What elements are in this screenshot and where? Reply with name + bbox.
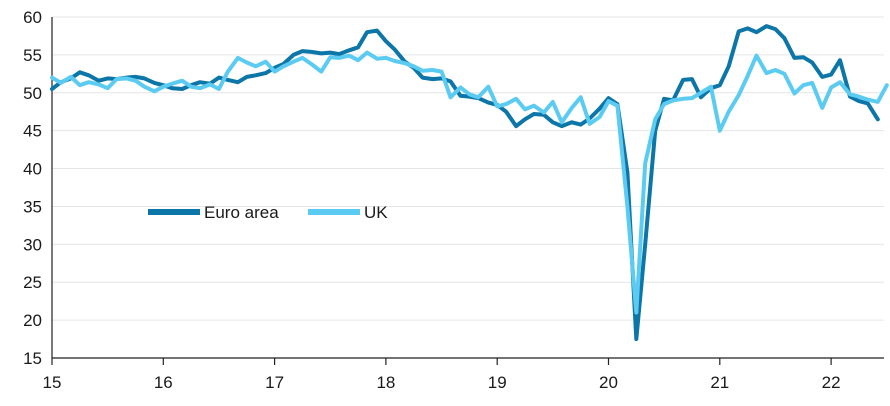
legend-label: Euro area bbox=[204, 203, 279, 222]
series-line-uk bbox=[50, 50, 889, 315]
y-tick-label: 50 bbox=[23, 84, 42, 103]
y-tick-label: 60 bbox=[23, 8, 42, 27]
x-tick-label: 21 bbox=[710, 373, 729, 392]
y-tick-label: 15 bbox=[23, 349, 42, 368]
y-tick-label: 45 bbox=[23, 122, 42, 141]
x-tick-label: 22 bbox=[822, 373, 841, 392]
x-tick-label: 15 bbox=[43, 373, 62, 392]
axes: 15 20 25 30 35 40 45 50 55 60 15 16 17 18 19 20 21 22 bbox=[23, 8, 884, 392]
x-tick-label: 16 bbox=[154, 373, 173, 392]
y-tick-label: 25 bbox=[23, 273, 42, 292]
legend-item-euro-area: Euro area bbox=[148, 203, 279, 222]
x-tick-label: 20 bbox=[599, 373, 618, 392]
x-tick-label: 18 bbox=[376, 373, 395, 392]
legend-item-uk: UK bbox=[308, 203, 388, 222]
series-line-euro-area bbox=[50, 24, 880, 342]
gridlines bbox=[52, 16, 884, 321]
y-tick-label: 35 bbox=[23, 197, 42, 216]
legend-label: UK bbox=[364, 203, 388, 222]
y-tick-label: 30 bbox=[23, 235, 42, 254]
y-tick-label: 40 bbox=[23, 160, 42, 179]
x-tick-label: 17 bbox=[265, 373, 284, 392]
legend: Euro area UK bbox=[148, 203, 388, 222]
series-lines bbox=[50, 24, 889, 342]
y-tick-label: 20 bbox=[23, 311, 42, 330]
y-tick-label: 55 bbox=[23, 46, 42, 65]
x-tick-label: 19 bbox=[488, 373, 507, 392]
